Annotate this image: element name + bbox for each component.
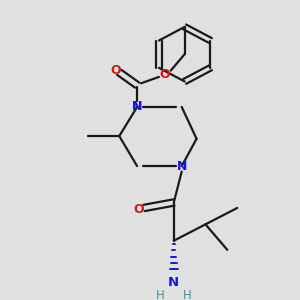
Text: H: H [183,289,192,300]
Text: N: N [168,276,179,289]
Text: H: H [155,289,164,300]
Text: O: O [110,64,121,77]
Text: N: N [132,100,142,113]
Text: O: O [160,68,170,81]
Text: N: N [132,100,142,113]
Text: O: O [134,203,144,216]
Text: N: N [176,160,187,172]
